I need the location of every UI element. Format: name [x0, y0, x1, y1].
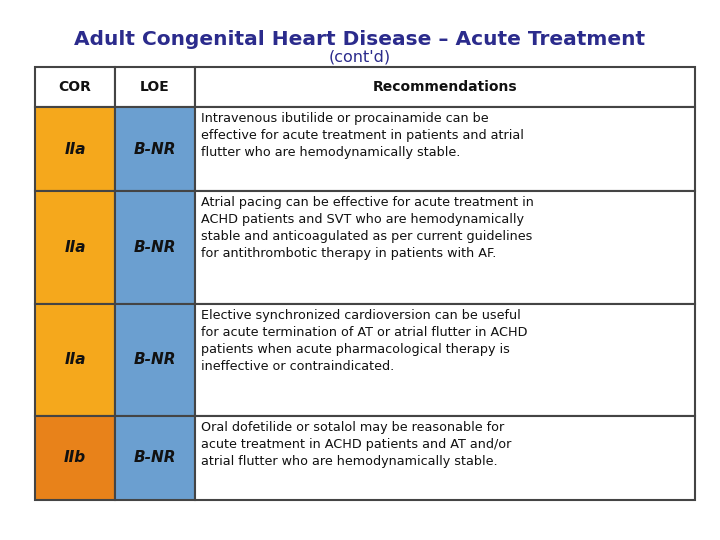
Text: B-NR: B-NR: [134, 352, 176, 367]
Bar: [195, 107, 695, 191]
Text: Atrial pacing can be effective for acute treatment in
ACHD patients and SVT who : Atrial pacing can be effective for acute…: [201, 196, 534, 260]
Bar: [115, 303, 195, 416]
Bar: [35, 107, 115, 191]
Text: Elective synchronized cardioversion can be useful
for acute termination of AT or: Elective synchronized cardioversion can …: [201, 308, 528, 373]
Text: Adult Congenital Heart Disease – Acute Treatment: Adult Congenital Heart Disease – Acute T…: [74, 30, 646, 49]
Bar: [35, 416, 115, 500]
Bar: [195, 67, 695, 107]
Bar: [195, 303, 695, 416]
Text: B-NR: B-NR: [134, 240, 176, 255]
Text: COR: COR: [58, 80, 91, 94]
Text: Recommendations: Recommendations: [373, 80, 517, 94]
Text: Oral dofetilide or sotalol may be reasonable for
acute treatment in ACHD patient: Oral dofetilide or sotalol may be reason…: [201, 421, 511, 468]
Text: IIa: IIa: [64, 240, 86, 255]
Text: IIa: IIa: [64, 141, 86, 157]
Bar: [195, 191, 695, 303]
Text: IIb: IIb: [64, 450, 86, 465]
Text: Intravenous ibutilide or procainamide can be
effective for acute treatment in pa: Intravenous ibutilide or procainamide ca…: [201, 112, 524, 159]
Bar: [115, 416, 195, 500]
Bar: [35, 67, 115, 107]
Bar: [115, 107, 195, 191]
Text: IIa: IIa: [64, 352, 86, 367]
Text: B-NR: B-NR: [134, 450, 176, 465]
Bar: [35, 191, 115, 303]
Text: LOE: LOE: [140, 80, 170, 94]
Bar: [115, 67, 195, 107]
Text: B-NR: B-NR: [134, 141, 176, 157]
Text: (cont'd): (cont'd): [329, 50, 391, 65]
Bar: [35, 303, 115, 416]
Bar: [195, 416, 695, 500]
Bar: [115, 191, 195, 303]
